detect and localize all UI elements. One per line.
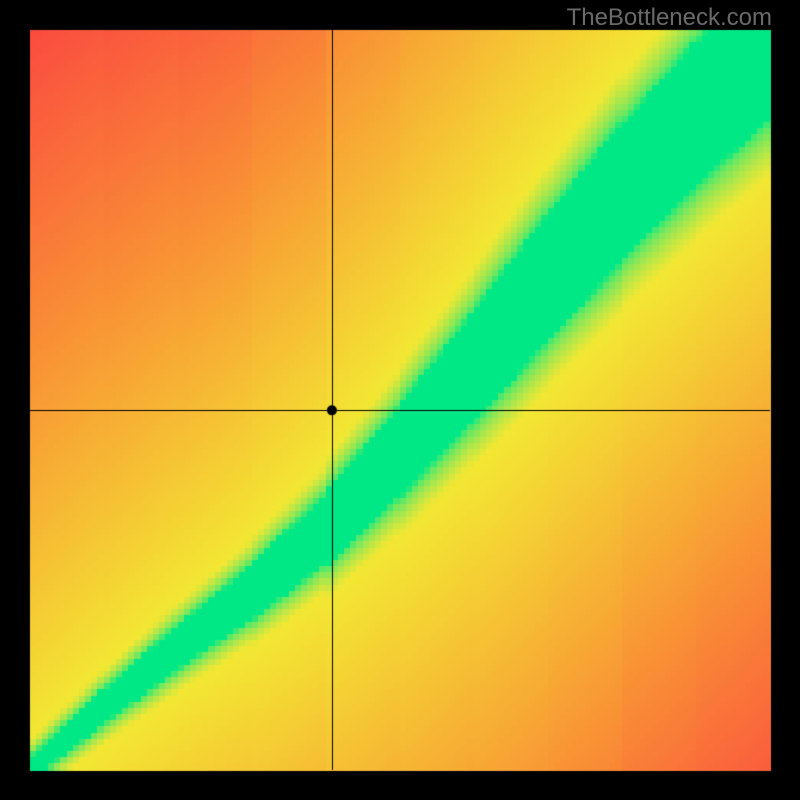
- chart-container: TheBottleneck.com: [0, 0, 800, 800]
- bottleneck-heatmap-canvas: [0, 0, 800, 800]
- watermark-text: TheBottleneck.com: [567, 4, 772, 32]
